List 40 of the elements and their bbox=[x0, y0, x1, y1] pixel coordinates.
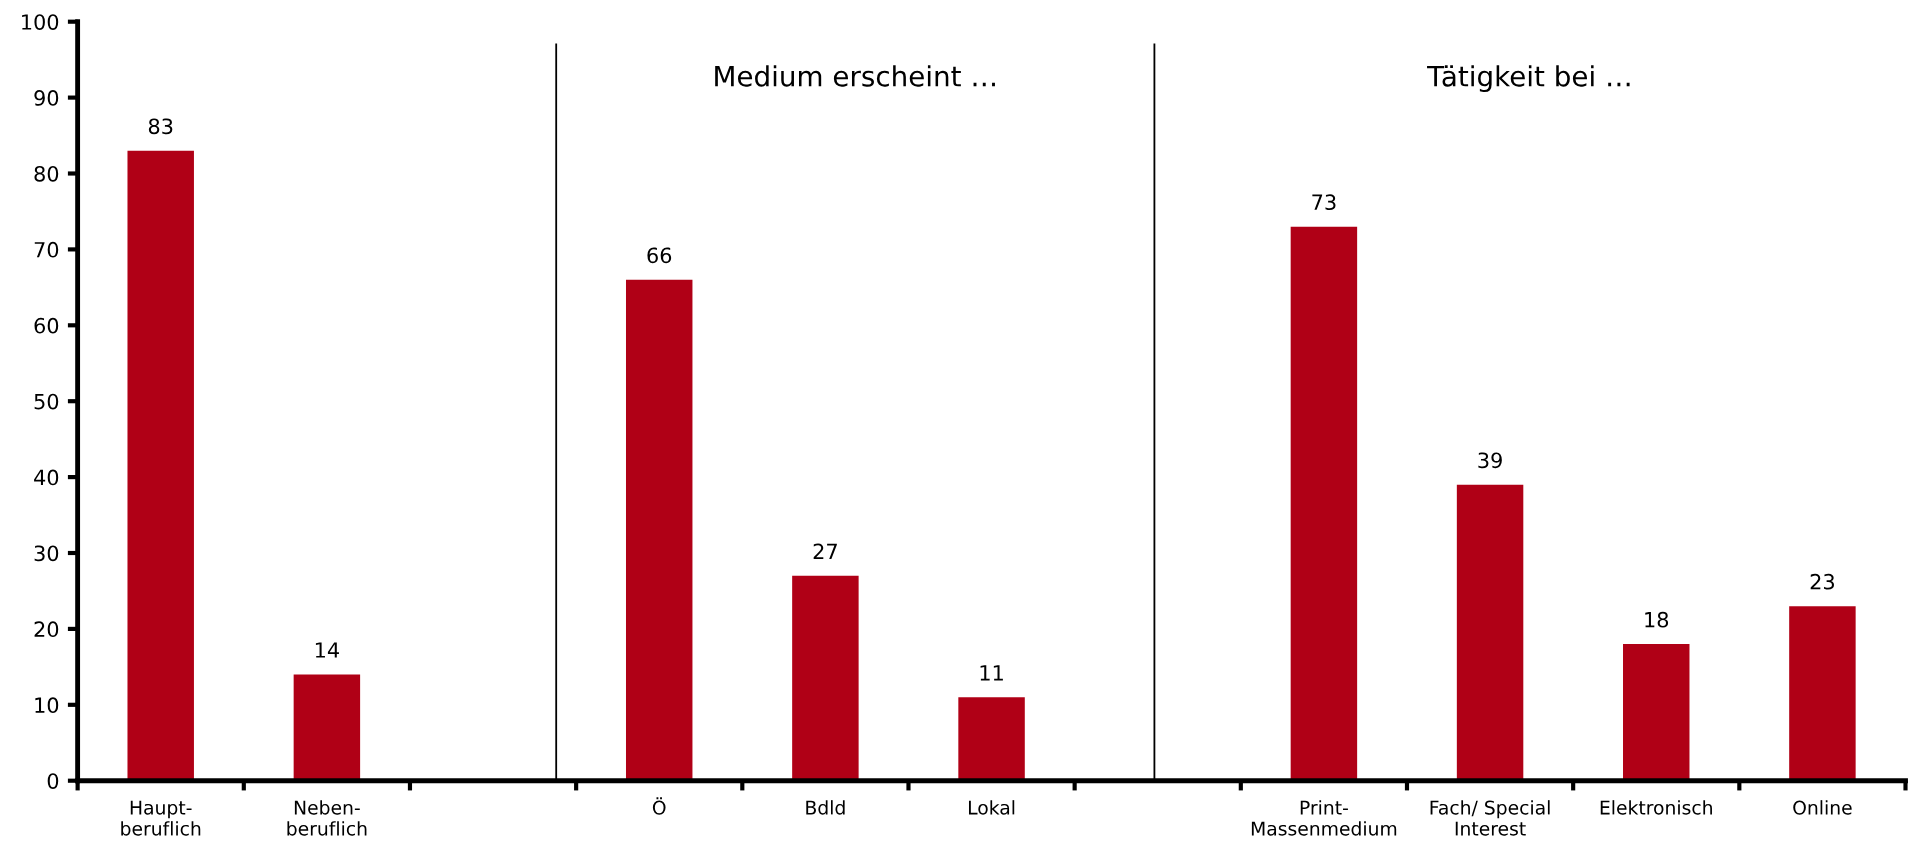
bar bbox=[293, 674, 361, 781]
x-tick-label: Print- Massenmedium bbox=[1251, 800, 1397, 836]
y-tick-label: 30 bbox=[34, 545, 59, 562]
bar bbox=[1456, 484, 1524, 781]
y-tick-label: 10 bbox=[35, 697, 59, 714]
annotation: Tätigkeit bei … bbox=[1427, 65, 1630, 93]
bar bbox=[625, 279, 693, 781]
data-label: 11 bbox=[980, 665, 1003, 681]
x-tick-label: Elektronisch bbox=[1600, 800, 1712, 815]
x-tick-label: Bdld bbox=[806, 800, 845, 815]
y-tick-label: 50 bbox=[34, 393, 59, 410]
y-tick-label: 0 bbox=[47, 773, 59, 789]
x-tick-label: Lokal bbox=[968, 800, 1015, 815]
data-label: 14 bbox=[315, 642, 339, 658]
x-tick-label: Neben- beruflich bbox=[287, 800, 367, 836]
bar bbox=[792, 575, 859, 781]
x-tick-label: Haupt- beruflich bbox=[121, 800, 201, 836]
bar bbox=[127, 150, 194, 781]
y-tick-label: 70 bbox=[34, 241, 59, 258]
data-label: 23 bbox=[1810, 573, 1834, 590]
data-label: 66 bbox=[647, 247, 672, 264]
data-label: 39 bbox=[1478, 452, 1502, 469]
x-tick-label: Online bbox=[1793, 800, 1852, 815]
bar bbox=[958, 697, 1025, 781]
bar bbox=[1623, 644, 1690, 781]
data-label: 73 bbox=[1312, 194, 1336, 211]
x-tick-label: Fach/ Special Interest bbox=[1430, 800, 1550, 836]
y-tick-label: 40 bbox=[34, 469, 59, 486]
y-tick-label: 90 bbox=[34, 90, 59, 106]
data-label: 27 bbox=[813, 543, 837, 559]
annotation: Medium erscheint … bbox=[715, 65, 995, 87]
y-tick-label: 60 bbox=[34, 317, 59, 334]
data-label: 83 bbox=[148, 118, 173, 135]
data-label: 18 bbox=[1645, 611, 1669, 628]
y-tick-label: 80 bbox=[34, 165, 59, 182]
bar bbox=[1789, 606, 1856, 781]
bar bbox=[1290, 226, 1358, 781]
y-tick-label: 20 bbox=[34, 621, 59, 638]
x-tick-label: Ö bbox=[652, 797, 666, 815]
y-tick-label: 100 bbox=[22, 14, 59, 30]
